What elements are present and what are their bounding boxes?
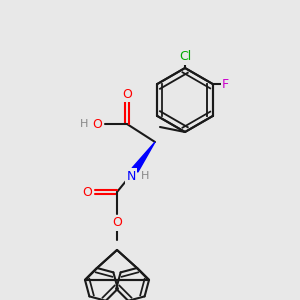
Text: H: H — [80, 119, 88, 129]
Text: F: F — [222, 77, 229, 91]
Text: O: O — [82, 185, 92, 199]
Text: N: N — [126, 169, 136, 182]
Text: O: O — [122, 88, 132, 100]
Polygon shape — [132, 142, 155, 172]
Text: H: H — [141, 171, 149, 181]
Text: O: O — [92, 118, 102, 130]
Text: Cl: Cl — [179, 50, 191, 64]
Text: O: O — [112, 217, 122, 230]
